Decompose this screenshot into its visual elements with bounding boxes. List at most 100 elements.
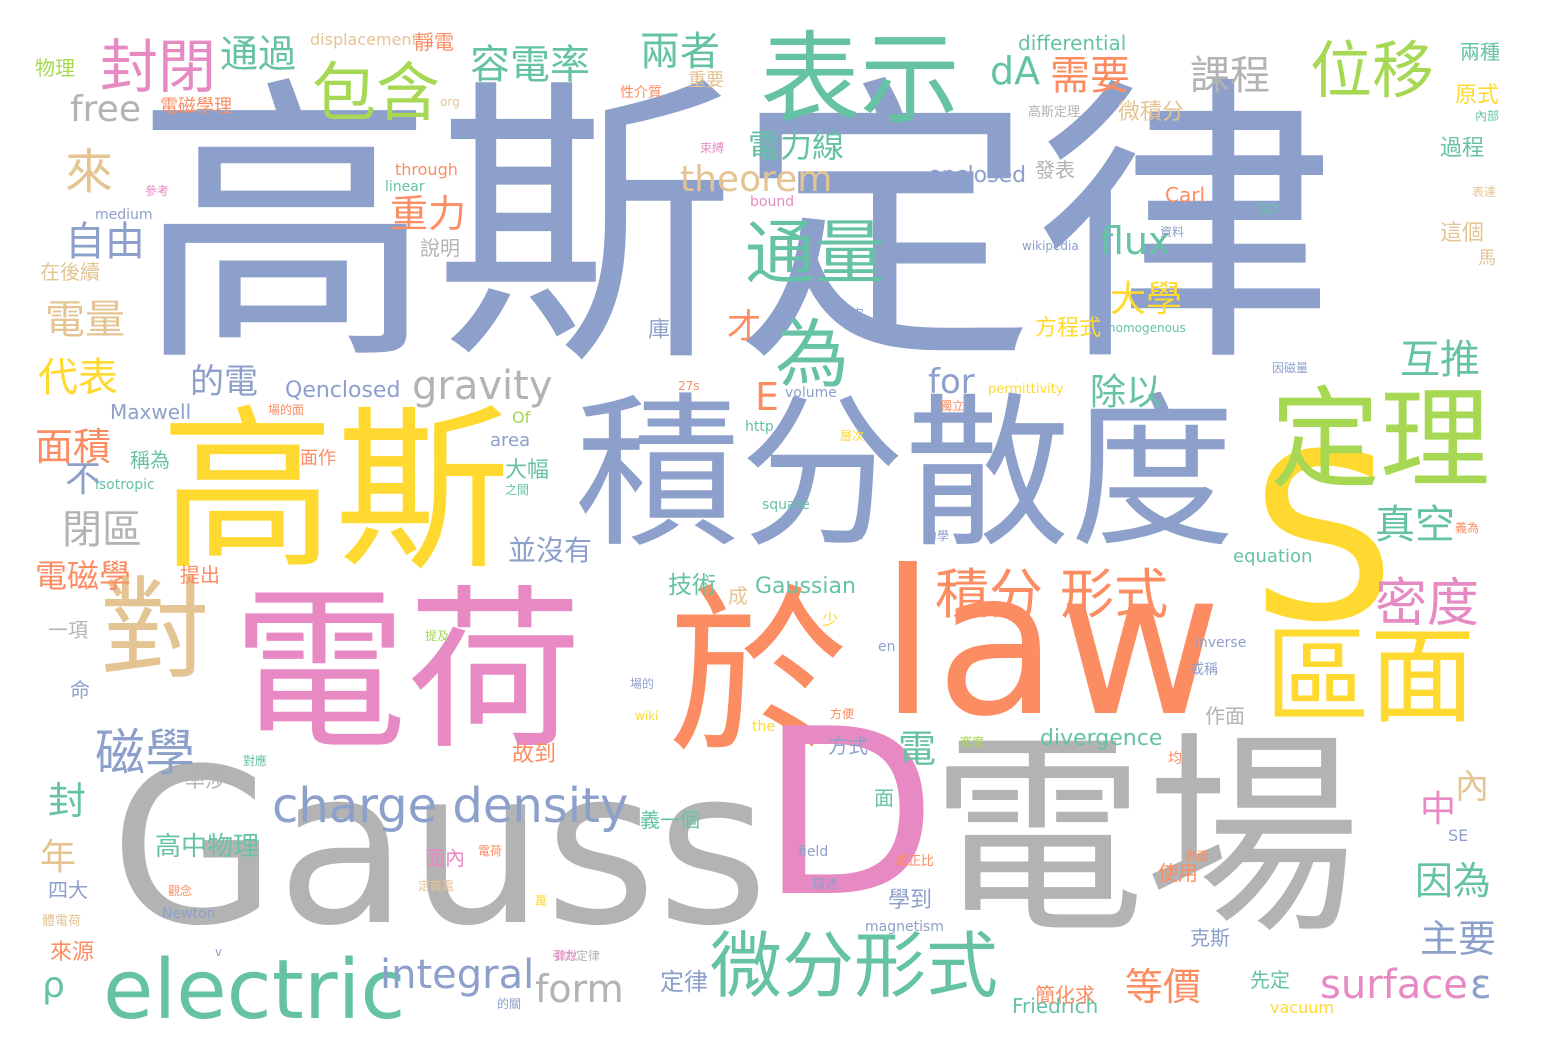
word-did-not: 並沒有 [508, 534, 593, 567]
word-magnetism-zh: 磁學 [95, 724, 195, 782]
word-the: the [752, 719, 775, 735]
word-because: 因為 [1415, 859, 1492, 903]
word-relation: 的關 [497, 997, 522, 1011]
word-course: 課程 [1190, 53, 1270, 99]
word-describe: 描述 [812, 877, 839, 892]
word-equivalent: 等價 [1125, 965, 1202, 1009]
word-quantity: 電量 [45, 297, 125, 343]
word-electric: electric [103, 943, 406, 1038]
word-s: S [1250, 406, 1396, 673]
word-electromagnetism: 電磁學 [35, 557, 132, 595]
word-shao: 少 [822, 610, 839, 629]
word-closed: 封閉 [100, 33, 217, 101]
word-homogenous: homogenous [1108, 321, 1186, 335]
word-hs-physics: 高中物理 [155, 832, 260, 862]
word-gauss-zh: 高斯 [160, 391, 510, 594]
word-between: 之間 [505, 483, 530, 497]
word-theorem: theorem [680, 159, 833, 200]
word-area: area [490, 430, 531, 451]
word-source: 來源 [50, 940, 95, 965]
word-for: for [928, 362, 975, 402]
word-gravity: gravity [412, 363, 553, 409]
word-theorem-zh: 定理 [1270, 376, 1490, 504]
word-in-surface: 面內 [425, 846, 465, 870]
word-integral-form-zh: 積分 形式 [935, 563, 1169, 626]
word-dielectric: 性介質 [620, 85, 662, 101]
word-one-term: 一項 [48, 618, 88, 642]
word-displacement: displacement [310, 30, 418, 49]
word-feng: 封 [48, 779, 87, 823]
word-jun: 均 [1168, 751, 1182, 767]
word-gaussian: Gaussian [755, 574, 856, 599]
word-enclosed: enclosed [928, 163, 1027, 188]
word-year: 年 [40, 837, 77, 878]
word-original: 原式 [1455, 83, 1500, 108]
word-data: 資料 [1160, 225, 1185, 239]
word-equation-zh: 方程式 [1035, 316, 1102, 341]
word-contain: 包含 [312, 57, 440, 131]
word-convenient: 方便 [830, 707, 855, 721]
word-four-great: 四大 [48, 878, 88, 902]
word-medium: medium [95, 207, 153, 223]
word-yu: 於 [668, 570, 849, 779]
word-method: 方式 [828, 734, 868, 758]
word-defined-as: 義為 [1455, 521, 1480, 535]
word-represent: 表示 [760, 21, 960, 138]
word-da: dA [990, 49, 1041, 93]
word-density-zh: 密度 [1375, 574, 1480, 634]
word-later: 在後續 [40, 260, 100, 284]
word-correspond: 對應 [243, 754, 268, 768]
word-field: field [798, 844, 829, 860]
word-magnetism: magnetism [865, 919, 944, 935]
word-dui: 對 [100, 566, 210, 694]
word-define-charge: 定義電 [418, 879, 455, 893]
word-constraint: 束縛 [700, 141, 725, 155]
word-inner: 內 [1455, 767, 1489, 807]
word-use: 使用 [1158, 861, 1198, 885]
word-width: 寬度 [960, 735, 985, 749]
word-through-zh: 通過 [220, 32, 297, 76]
word-kesi: 克斯 [1190, 926, 1230, 950]
word-express: 表達 [1472, 185, 1497, 199]
word-inverse-law: 引力定律 [552, 949, 601, 963]
word-this: 這個 [1440, 221, 1485, 246]
word-need: 需要 [1050, 53, 1130, 99]
word-dian: 電 [898, 727, 937, 771]
word-lai: 來 [65, 144, 114, 200]
word-called: 稱為 [130, 448, 170, 472]
word-isotropic: isotropic [95, 477, 155, 493]
word-free: free [70, 89, 141, 130]
word-electrostatics: 靜電 [414, 30, 454, 54]
word-field-surface: 場的面 [268, 403, 305, 417]
word-proportional: 成正比 [895, 854, 935, 869]
word-not: 不 [65, 459, 102, 500]
word-gravity-zh: 重力 [390, 192, 467, 236]
word-equation: equation [1233, 546, 1313, 567]
word-differential-form-zh: 微分形式 [710, 924, 999, 1008]
word-law: law [880, 528, 1222, 761]
word-divergence: divergence [1040, 726, 1163, 751]
word-ku: 庫 [648, 318, 671, 343]
word-of: of [848, 523, 866, 544]
word-learned: 學到 [888, 888, 933, 913]
word-gauss-law-zh: 高斯定律 [135, 53, 1335, 402]
word-carl: Carl [1165, 183, 1205, 207]
word-main: 主要 [1420, 917, 1497, 961]
word-through: through [395, 160, 458, 179]
word-of-cap: Of [512, 408, 531, 427]
word-gu-dao: 故到 [512, 742, 557, 767]
word-explain: 說明 [420, 236, 460, 260]
word-physics: 物理 [35, 56, 75, 80]
word-surface-make: 面作 [300, 448, 336, 469]
word-vacuum-zh: 真空 [1375, 502, 1455, 548]
word-ma: 馬 [1478, 248, 1496, 269]
word-field-lines: 電力線 [748, 127, 845, 165]
word-em-theory: 電磁學理 [160, 96, 232, 117]
word-integral-divergence: 積分散度 [575, 378, 1235, 570]
word-defined: 被定 [840, 307, 865, 321]
word-mechanics: 力學 [925, 529, 950, 543]
word-area-zh: 面積 [35, 425, 112, 469]
word-square: square [762, 497, 810, 513]
word-volume-charge: 體電荷 [42, 914, 82, 929]
word-divide: 除以 [1090, 372, 1163, 413]
